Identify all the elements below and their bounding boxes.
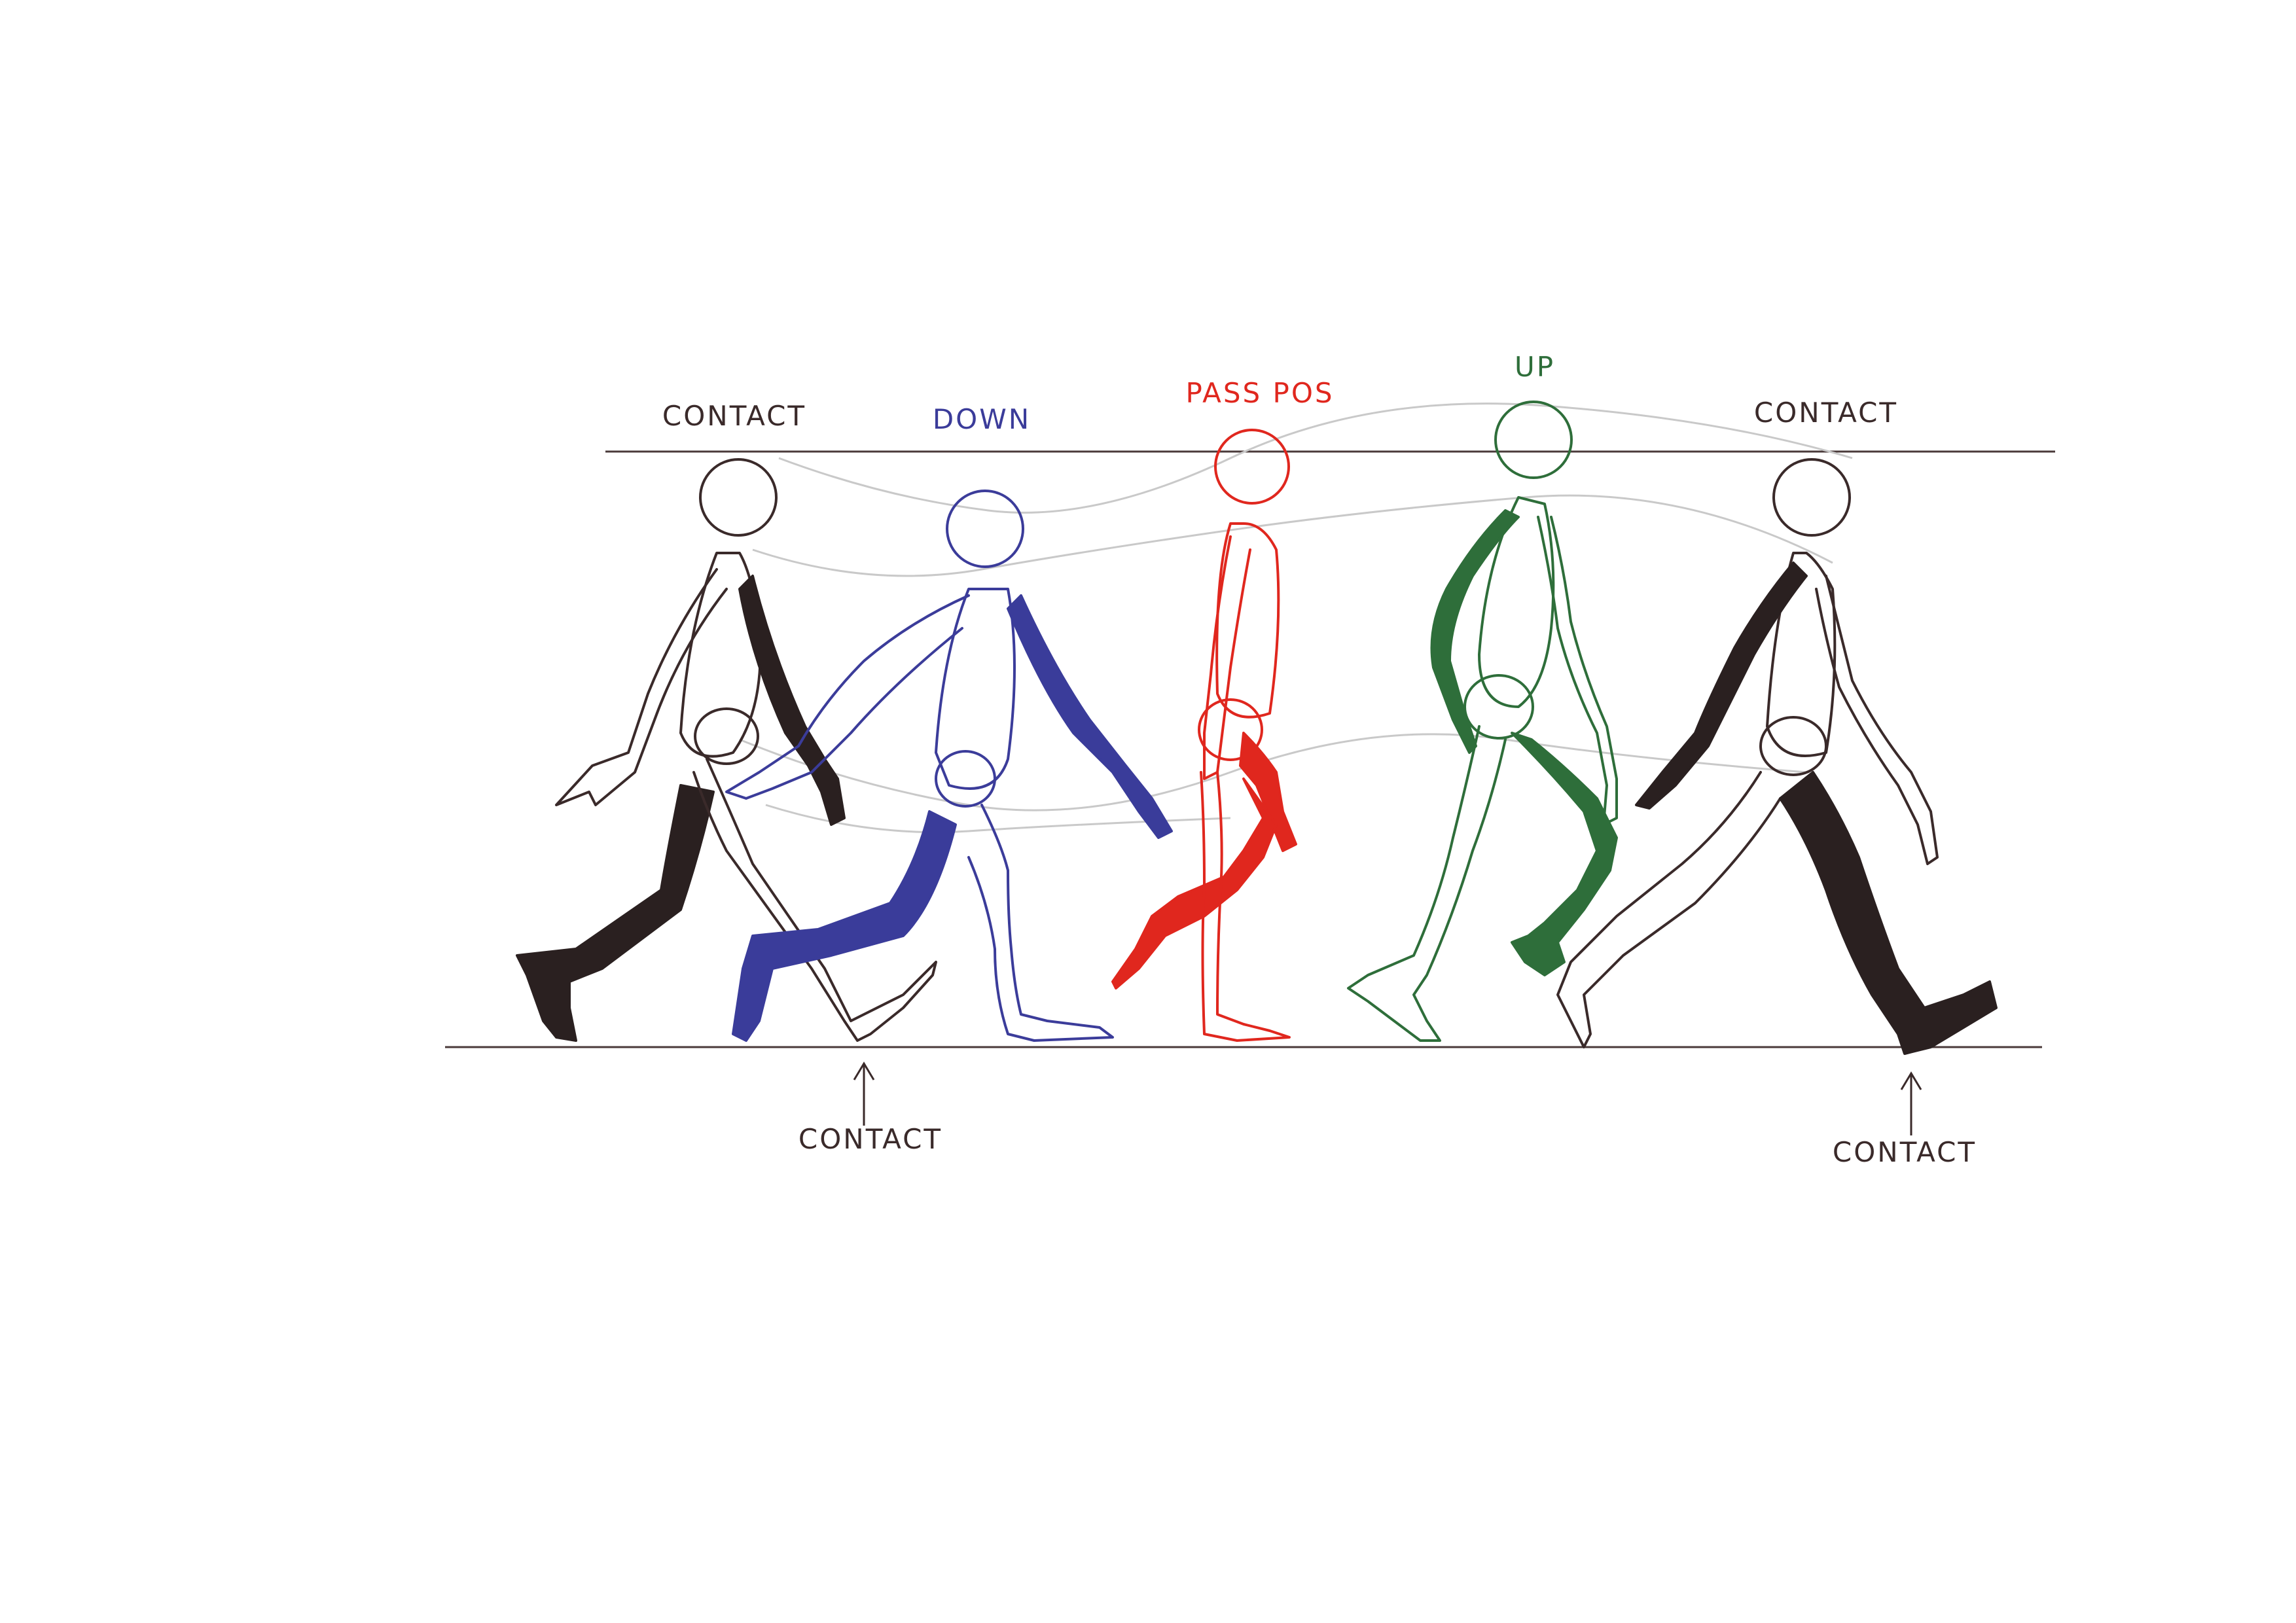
front-arm bbox=[725, 594, 970, 800]
up-arrow-head bbox=[1900, 1071, 1922, 1090]
shoulder-arc-guide bbox=[752, 494, 1833, 577]
figure-up bbox=[1347, 401, 1618, 1042]
pose-label: UP bbox=[1515, 351, 1555, 383]
back-arm bbox=[1430, 509, 1520, 754]
torso bbox=[1766, 552, 1837, 757]
contact-note: CONTACT bbox=[1833, 1136, 1977, 1168]
front-leg bbox=[692, 758, 937, 1042]
pose-label: CONTACT bbox=[1754, 397, 1898, 429]
back-arm bbox=[1635, 562, 1808, 810]
contact-marker-2 bbox=[1900, 1071, 1922, 1135]
back-leg bbox=[1556, 771, 1782, 1048]
pelvis bbox=[694, 707, 759, 765]
back-arm bbox=[1007, 594, 1173, 839]
back-leg bbox=[516, 784, 715, 1042]
figure-pass-pos bbox=[1111, 429, 1297, 1042]
front-leg bbox=[1200, 771, 1291, 1042]
figure-contact-1 bbox=[516, 458, 937, 1042]
back-arm bbox=[738, 575, 846, 826]
front-arm bbox=[1815, 575, 1939, 865]
pose-label: CONTACT bbox=[662, 400, 806, 432]
torso bbox=[935, 588, 1016, 790]
torso bbox=[1478, 496, 1555, 708]
up-arrow-head bbox=[853, 1061, 875, 1080]
figure-contact-2 bbox=[1556, 458, 1998, 1055]
head bbox=[699, 458, 778, 537]
figure-down bbox=[725, 490, 1173, 1042]
pose-label: DOWN bbox=[933, 403, 1031, 435]
front-arm bbox=[1203, 535, 1251, 780]
back-leg bbox=[732, 810, 957, 1042]
head bbox=[946, 490, 1024, 568]
head bbox=[1494, 401, 1573, 479]
head bbox=[1214, 429, 1290, 505]
pelvis bbox=[1759, 716, 1827, 776]
pelvis bbox=[1198, 698, 1263, 761]
back-leg bbox=[1111, 777, 1278, 990]
front-arm bbox=[555, 568, 728, 806]
front-leg bbox=[1347, 725, 1507, 1042]
back-leg bbox=[1511, 732, 1618, 976]
pelvis bbox=[1463, 674, 1534, 740]
head bbox=[1772, 458, 1851, 537]
front-leg bbox=[967, 804, 1114, 1042]
front-leg bbox=[1779, 771, 1998, 1055]
contact-note: CONTACT bbox=[798, 1123, 942, 1155]
pelvis bbox=[935, 750, 996, 808]
contact-marker-1 bbox=[853, 1061, 875, 1126]
head-arc-guide bbox=[778, 402, 1853, 514]
pose-label: PASS POS bbox=[1185, 377, 1334, 409]
